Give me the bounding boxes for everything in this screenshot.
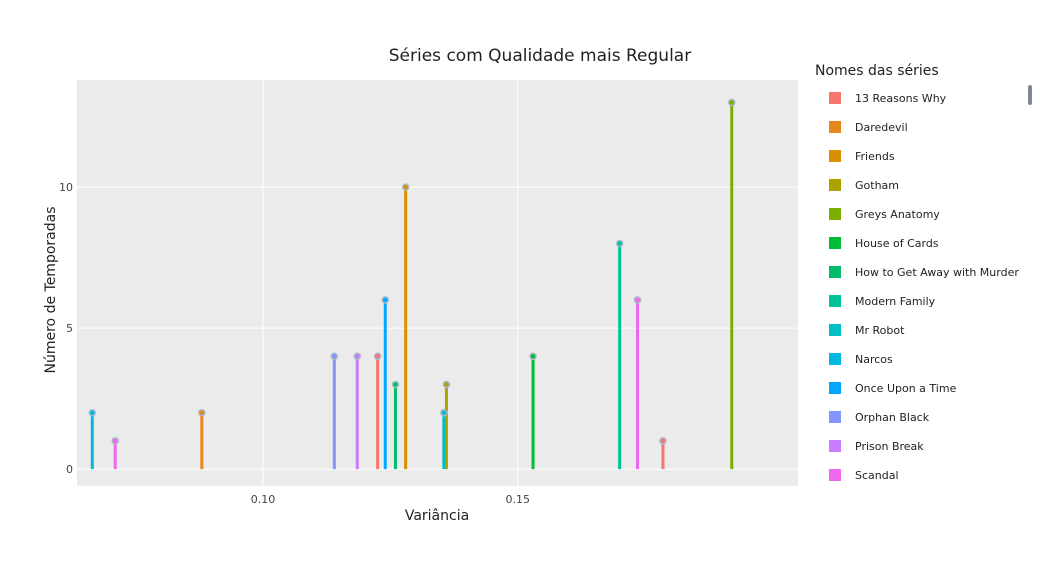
- legend-item-narcos[interactable]: Narcos: [829, 353, 893, 366]
- legend-item-daredevil[interactable]: Daredevil: [829, 121, 908, 134]
- legend-item-gotham[interactable]: Gotham: [829, 179, 899, 192]
- point-scandal: [111, 437, 119, 445]
- grid-lines: [77, 80, 798, 486]
- legend-label: Modern Family: [855, 295, 936, 308]
- legend-item-greys-anatomy[interactable]: Greys Anatomy: [829, 208, 940, 221]
- point-13-reasons-why: [659, 437, 667, 445]
- legend-swatch: [829, 92, 841, 104]
- legend-label: Daredevil: [855, 121, 908, 134]
- point-modern-family: [615, 239, 624, 248]
- legend-label: Friends: [855, 150, 895, 163]
- x-tick-label: 0.15: [506, 493, 531, 506]
- legend-swatch: [829, 295, 841, 307]
- chart-marks: [88, 98, 736, 470]
- point-daredevil: [198, 408, 206, 417]
- legend-item-how-to-get-away-with-murder[interactable]: How to Get Away with Murder: [829, 266, 1019, 279]
- point-how-to-get-away-with-murder: [391, 380, 400, 389]
- legend-swatch: [829, 121, 841, 133]
- point-scandal: [633, 296, 642, 304]
- legend-swatch: [829, 266, 841, 278]
- legend-swatch: [829, 324, 841, 336]
- point-mr-robot: [440, 408, 448, 417]
- legend-swatch: [829, 150, 841, 162]
- legend-label: House of Cards: [855, 237, 939, 250]
- y-tick-label: 0: [66, 463, 73, 476]
- point-prison-break: [353, 352, 361, 361]
- legend-swatch: [829, 469, 841, 481]
- legend-scrollbar[interactable]: [1028, 85, 1032, 105]
- legend-swatch: [829, 411, 841, 423]
- point-13-reasons-why: [373, 352, 382, 361]
- point-narcos: [88, 408, 97, 417]
- chart-title: Séries com Qualidade mais Regular: [389, 46, 691, 66]
- point-friends: [401, 183, 410, 191]
- point-once-upon-a-time: [381, 296, 390, 304]
- x-axis-title: Variância: [405, 508, 469, 524]
- legend-swatch: [829, 440, 841, 452]
- point-orphan-black: [330, 352, 339, 361]
- legend-item-13-reasons-why[interactable]: 13 Reasons Why: [829, 92, 947, 105]
- point-greys-anatomy: [728, 98, 736, 107]
- legend-item-friends[interactable]: Friends: [829, 150, 895, 163]
- legend-item-modern-family[interactable]: Modern Family: [829, 295, 936, 308]
- y-tick-label: 5: [66, 322, 73, 335]
- legend-swatch: [829, 353, 841, 365]
- legend-item-mr-robot[interactable]: Mr Robot: [829, 324, 905, 337]
- x-tick-label: 0.10: [251, 493, 276, 506]
- y-tick-label: 10: [59, 181, 73, 194]
- plot-background: [77, 80, 798, 486]
- legend-items: 13 Reasons Why Daredevil Friends Gotham Grey…: [829, 92, 1019, 482]
- legend-item-house-of-cards[interactable]: House of Cards: [829, 237, 939, 250]
- legend-title: Nomes das séries: [815, 63, 939, 79]
- tick-labels: 0.10 0.15 0 5 10: [59, 181, 530, 506]
- point-gotham: [442, 380, 451, 389]
- y-axis-title: Número de Temporadas: [43, 207, 59, 374]
- legend-swatch: [829, 382, 841, 394]
- legend-item-orphan-black[interactable]: Orphan Black: [829, 411, 930, 424]
- legend-swatch: [829, 208, 841, 220]
- legend-label: Narcos: [855, 353, 893, 366]
- legend-label: Scandal: [855, 469, 899, 482]
- legend-label: How to Get Away with Murder: [855, 266, 1019, 279]
- legend-label: Greys Anatomy: [855, 208, 940, 221]
- legend-label: 13 Reasons Why: [855, 92, 947, 105]
- legend-item-scandal[interactable]: Scandal: [829, 469, 899, 482]
- legend-label: Gotham: [855, 179, 899, 192]
- legend-label: Prison Break: [855, 440, 924, 453]
- legend-label: Mr Robot: [855, 324, 905, 337]
- point-house-of-cards: [529, 352, 537, 361]
- legend-swatch: [829, 179, 841, 191]
- legend-item-prison-break[interactable]: Prison Break: [829, 440, 924, 453]
- legend-label: Orphan Black: [855, 411, 930, 424]
- legend-swatch: [829, 237, 841, 249]
- legend-label: Once Upon a Time: [855, 382, 957, 395]
- legend[interactable]: Nomes das séries 13 Reasons Why Daredevil…: [815, 63, 1032, 482]
- legend-item-once-upon-a-time[interactable]: Once Upon a Time: [829, 382, 957, 395]
